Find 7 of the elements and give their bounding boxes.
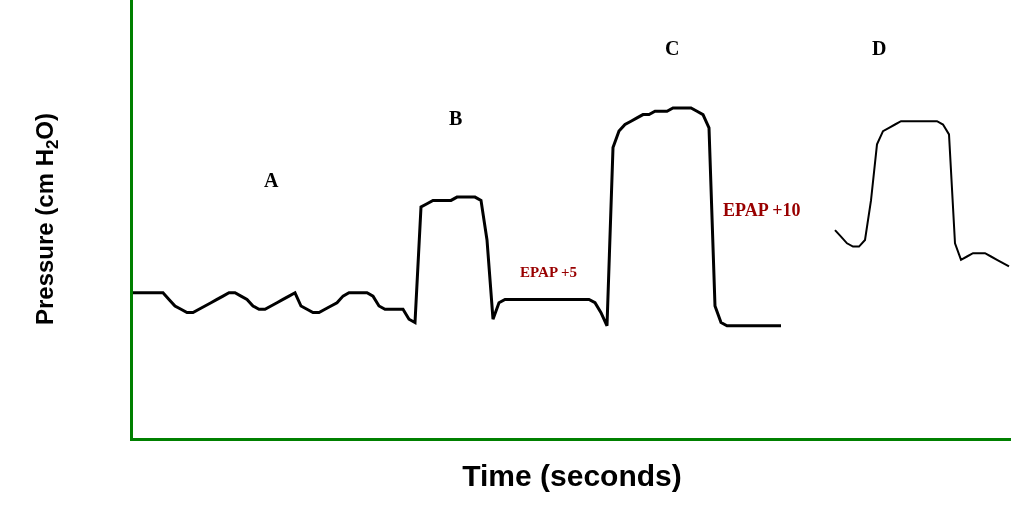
text: D	[872, 37, 887, 59]
text: C	[665, 37, 680, 59]
annotation: B	[449, 107, 463, 129]
annotation: EPAP +5	[520, 264, 578, 280]
annotation: A	[264, 169, 279, 191]
annotation: EPAP +10	[723, 200, 801, 220]
x-axis-title: Time (seconds)	[462, 458, 682, 492]
